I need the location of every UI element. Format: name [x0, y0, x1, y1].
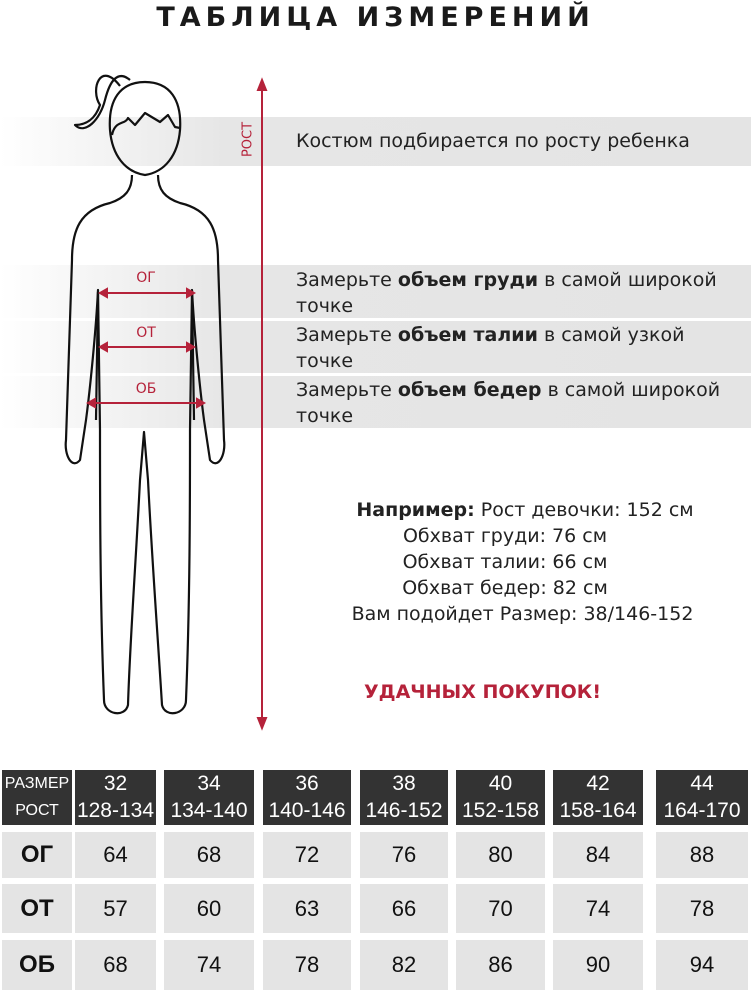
measurement-cell: 86 — [456, 940, 545, 990]
measurement-cell: 63 — [263, 884, 351, 933]
chest-band — [0, 265, 751, 318]
waist-instruction: Замерьте объем талии в самой узкой точке — [296, 322, 716, 374]
text: Замерьте — [296, 379, 398, 401]
waist-label: ОТ — [136, 325, 156, 341]
measurement-cell: 90 — [553, 940, 643, 990]
ponytail — [73, 74, 131, 130]
text-bold: объем бедер — [397, 379, 542, 401]
size-cell: 32 — [75, 770, 156, 797]
measurement-cell: 78 — [263, 940, 351, 990]
size-cell: 40 — [456, 770, 545, 797]
height-range-cell: 164-170 — [656, 797, 748, 825]
text: в самой широкой точке — [296, 379, 721, 427]
arrow-up-icon — [256, 77, 268, 91]
measurement-cell: 72 — [263, 832, 351, 878]
text-bold: объем груди — [397, 269, 539, 291]
arm-inner — [94, 291, 196, 421]
text: в самой широкой точке — [296, 269, 717, 317]
height-range-cell: 128-134 — [75, 797, 156, 825]
page-title: ТАБЛИЦА ИЗМЕРЕНИЙ — [156, 2, 595, 33]
text: в самой узкой точке — [296, 324, 685, 372]
example-waist: Обхват талии: 66 см — [402, 551, 608, 573]
measurement-cell: 66 — [360, 884, 448, 933]
measurement-cell: 74 — [553, 884, 643, 933]
height-header: РОСТ — [2, 797, 72, 825]
text-bold: объем талии — [397, 324, 538, 346]
chest-instruction: Замерьте объем груди в самой широкой точ… — [296, 267, 751, 319]
text: Замерьте — [296, 324, 398, 346]
measurement-cell: 64 — [75, 832, 156, 878]
measurement-cell: 94 — [656, 940, 748, 990]
text-bold: Например: — [356, 499, 475, 521]
height-range-cell: 134-140 — [164, 797, 254, 825]
measurement-cell: 76 — [360, 832, 448, 878]
measurement-cell: 57 — [75, 884, 156, 933]
example-chest: Обхват груди: 76 см — [402, 525, 608, 547]
size-cell: 34 — [164, 770, 254, 797]
measurement-cell: 88 — [656, 832, 748, 878]
chest-label: ОГ — [136, 270, 156, 286]
measurement-cell: 68 — [164, 832, 254, 878]
height-range-cell: 158-164 — [553, 797, 643, 825]
text: Замерьте — [296, 269, 398, 291]
head — [108, 80, 182, 177]
hips-label: ОБ — [135, 381, 157, 397]
measurement-cell: 82 — [360, 940, 448, 990]
text: Рост девочки: 152 см — [474, 499, 694, 521]
arrow-down-icon — [256, 717, 268, 731]
example-hips: Обхват бедер: 82 см — [402, 577, 608, 599]
height-band — [0, 117, 751, 166]
row-label: ОГ — [2, 832, 72, 878]
girl-silhouette-figure — [64, 74, 268, 731]
height-range-cell: 146-152 — [360, 797, 448, 825]
measurement-cell: 84 — [553, 832, 643, 878]
size-cell: 38 — [360, 770, 448, 797]
height-instruction: Костюм подбирается по росту ребенка — [296, 130, 690, 152]
body — [64, 174, 226, 715]
size-header: РАЗМЕР — [2, 770, 72, 797]
hair-fringe — [110, 111, 181, 136]
height-range-cell: 152-158 — [456, 797, 545, 825]
size-cell: 44 — [656, 770, 748, 797]
measurement-cell: 80 — [456, 832, 545, 878]
height-range-cell: 140-146 — [263, 797, 351, 825]
hips-instruction: Замерьте объем бедер в самой широкой точ… — [296, 377, 726, 429]
closing-text: УДАЧНЫХ ПОКУПОК! — [364, 681, 601, 703]
example-result: Вам подойдет Размер: 38/146-152 — [351, 603, 694, 625]
size-cell: 42 — [553, 770, 643, 797]
example-lead: Например: Рост девочки: 152 см — [300, 497, 750, 523]
measurement-cell: 68 — [75, 940, 156, 990]
measurement-cell: 74 — [164, 940, 254, 990]
measurement-cell: 70 — [456, 884, 545, 933]
measurement-cell: 78 — [656, 884, 748, 933]
size-cell: 36 — [263, 770, 351, 797]
height-label: РОСТ — [238, 120, 258, 165]
measurement-cell: 60 — [164, 884, 254, 933]
row-label: ОБ — [2, 940, 72, 990]
height-label-text: РОСТ — [240, 121, 256, 158]
row-label: ОТ — [2, 884, 72, 933]
